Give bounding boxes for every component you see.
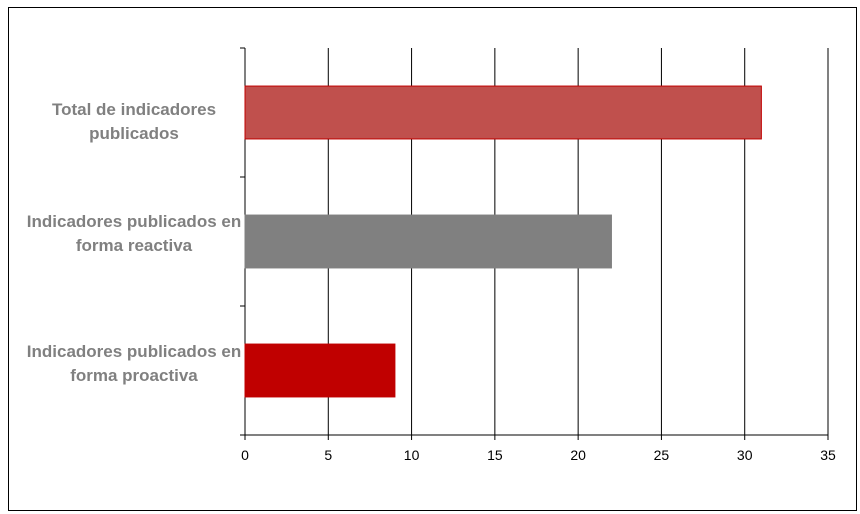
bar-1 <box>244 214 612 269</box>
x-tick-label-30: 30 <box>737 447 753 463</box>
category-label-reactiva: Indicadores publicados en forma reactiva <box>26 212 242 255</box>
x-tick-label-15: 15 <box>487 447 503 463</box>
category-label-total: Total de indicadores publicados <box>51 100 217 143</box>
x-tick-label-5: 5 <box>324 447 332 463</box>
x-tick-label-35: 35 <box>820 447 836 463</box>
bar-2 <box>244 343 396 398</box>
x-tick-label-10: 10 <box>404 447 420 463</box>
bar-0 <box>244 85 762 140</box>
category-label-proactiva: Indicadores publicados en forma proactiv… <box>26 342 242 385</box>
x-tick-label-25: 25 <box>654 447 670 463</box>
x-tick-label-20: 20 <box>570 447 586 463</box>
x-tick-label-0: 0 <box>241 447 249 463</box>
